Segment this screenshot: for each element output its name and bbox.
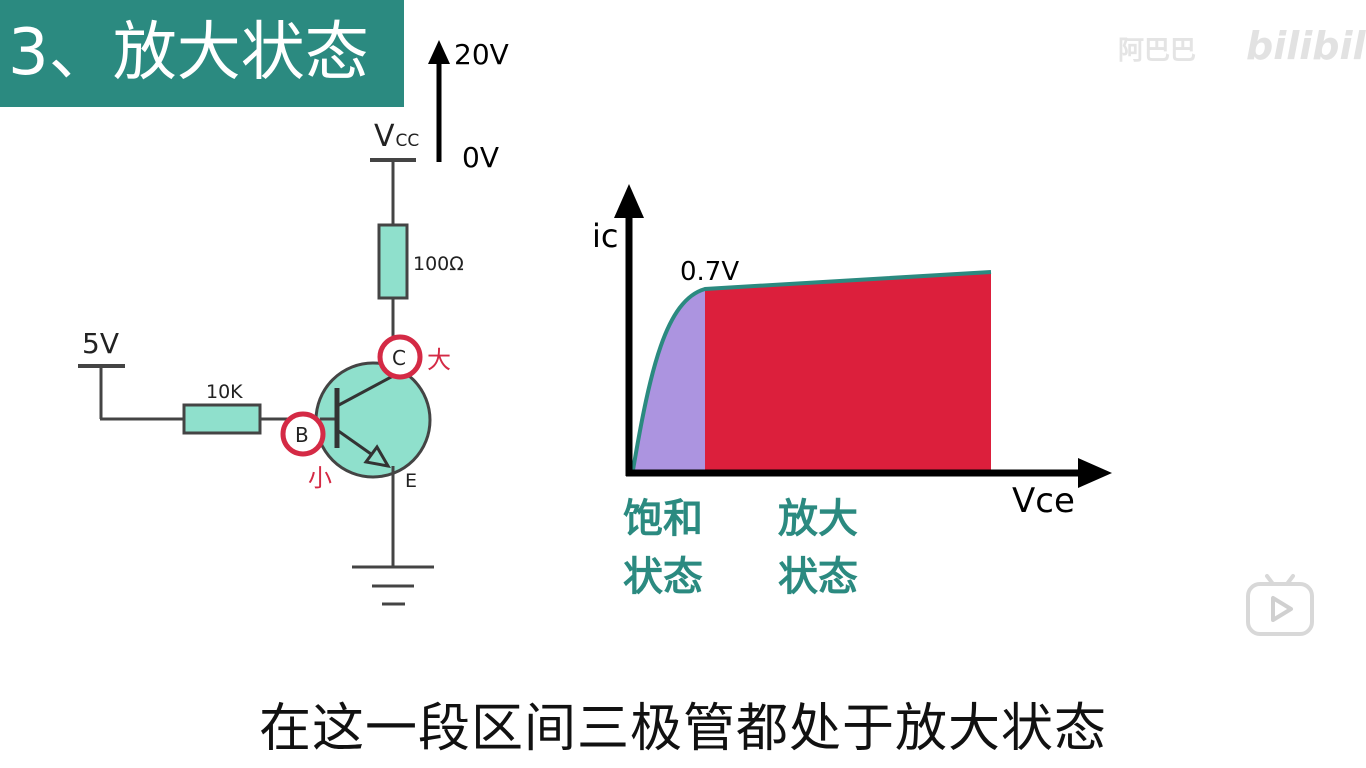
- collector-terminal-label: C: [392, 346, 406, 370]
- base-current-annotation: 小: [308, 464, 332, 492]
- base-voltage-label: 5V: [82, 327, 119, 360]
- base-terminal-label: B: [295, 423, 309, 447]
- vcc-label: VCC: [374, 119, 419, 154]
- base-highlight-circle: [280, 411, 326, 457]
- emitter-arrow: [363, 444, 391, 469]
- x-axis-label: Vce: [1012, 481, 1075, 521]
- bilibili-logo: bilibili: [1246, 24, 1366, 68]
- transistor-circuit: VCC 100Ω 5V 10K C 大 B 小 E: [78, 119, 464, 606]
- collector-resistor: [377, 223, 409, 300]
- title-banner: 3、放大状态: [0, 0, 404, 107]
- voltage-scale-top-label: 20V: [454, 38, 509, 71]
- ground-icon: [352, 565, 434, 606]
- voltage-scale: 20V 0V: [428, 38, 509, 174]
- x-axis-arrowhead: [1078, 458, 1112, 488]
- base-resistor: [182, 403, 262, 435]
- base-resistor-label: 10K: [206, 381, 243, 403]
- active-region-label: 放大 状态: [778, 496, 858, 600]
- collector-resistor-label: 100Ω: [413, 253, 464, 275]
- subtitle-caption: 在这一段区间三极管都处于放大状态: [258, 699, 1107, 759]
- y-axis-arrowhead: [614, 184, 644, 218]
- emitter-terminal-label: E: [405, 470, 417, 492]
- page-title: 3、放大状态: [8, 16, 369, 90]
- watermark-text: 阿巴巴: [1118, 36, 1197, 66]
- collector-highlight-circle: [377, 334, 423, 380]
- play-icon[interactable]: [1245, 572, 1315, 636]
- characteristic-curve: [631, 270, 992, 471]
- voltage-scale-arrowhead: [428, 40, 450, 64]
- saturation-region: [633, 289, 705, 472]
- y-axis-label: ic: [592, 217, 618, 255]
- collector-lead: [336, 374, 394, 408]
- saturation-region-label: 饱和 状态: [623, 496, 703, 600]
- collector-current-annotation: 大: [427, 346, 451, 374]
- voltage-scale-bottom-label: 0V: [462, 141, 499, 174]
- knee-voltage-label: 0.7V: [680, 257, 739, 287]
- active-region: [705, 272, 991, 472]
- ic-vce-graph: ic Vce 0.7V: [592, 184, 1112, 521]
